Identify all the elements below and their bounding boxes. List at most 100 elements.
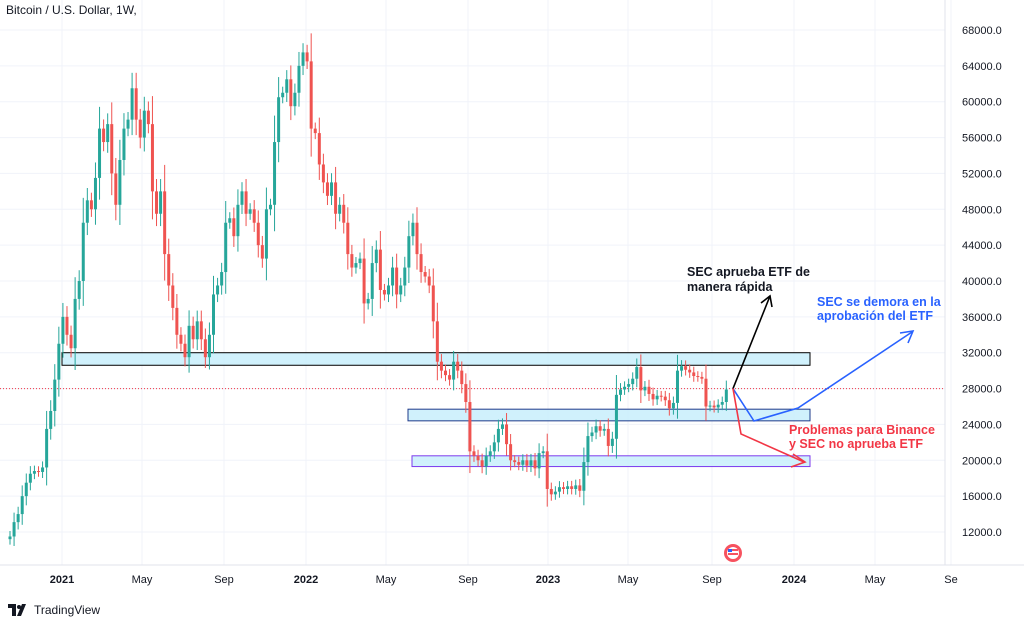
x-tick-label: 2022 (294, 574, 318, 586)
x-axis[interactable]: 2021 May Sep 2022 May Sep 2023 May Sep 2024 May Se (50, 574, 958, 586)
candle-body (216, 285, 220, 295)
candle-body (65, 316, 69, 335)
candle-body (680, 366, 684, 371)
x-tick-label: May (132, 574, 153, 586)
candle-body (8, 536, 12, 540)
candle-body (439, 361, 443, 371)
candle-body (309, 61, 313, 129)
annotation-red-line2: y SEC no aprueba ETF (789, 437, 923, 451)
candle-body (118, 159, 122, 205)
y-tick-label: 60000.0 (962, 97, 1002, 109)
candle-body (472, 451, 476, 456)
candle-body (484, 455, 488, 467)
candle-body (623, 386, 627, 390)
candle-body (513, 460, 517, 463)
candle-body (362, 258, 366, 304)
candle-body (28, 473, 32, 483)
candle-body (443, 370, 447, 376)
candle-body (244, 191, 248, 214)
candle-body (619, 389, 622, 395)
candle-body (399, 285, 403, 295)
candle-body (671, 402, 675, 409)
candle-body (378, 249, 382, 290)
y-tick-label: 68000.0 (962, 25, 1002, 37)
flag-icon[interactable] (724, 544, 742, 562)
candle-body (110, 124, 114, 174)
candle-body (358, 258, 362, 264)
candle-body (16, 514, 20, 523)
candle-body (203, 339, 207, 358)
arrow-red-head (790, 453, 807, 468)
candle-body (724, 389, 728, 403)
candle-body (321, 164, 325, 183)
candle-body (684, 366, 688, 370)
candle-body (334, 182, 338, 214)
candle-body (659, 395, 663, 397)
candle-body (391, 267, 395, 286)
candle-body (179, 334, 183, 344)
candle-body (293, 92, 297, 107)
candle-body (452, 361, 456, 380)
candle-body (667, 400, 671, 409)
candle-body (553, 491, 557, 495)
candle-body (191, 325, 195, 340)
tradingview-logo[interactable]: TradingView (8, 603, 100, 617)
candle-body (297, 65, 301, 93)
candle-body (256, 222, 260, 246)
candle-body (212, 294, 215, 335)
candle-body (248, 209, 252, 214)
candlestick-series (8, 33, 728, 546)
candle-body (289, 79, 293, 107)
candle-body (700, 376, 704, 379)
candle-body (594, 426, 598, 433)
candle-body (635, 367, 639, 379)
candle-body (639, 367, 643, 391)
candle-body (260, 245, 264, 259)
candle-body (330, 182, 334, 196)
candle-body (12, 522, 16, 537)
candle-body (541, 451, 545, 454)
candle-body (505, 424, 509, 445)
candle-body (122, 128, 126, 160)
y-tick-label: 24000.0 (962, 419, 1002, 431)
candle-body (423, 272, 427, 277)
y-tick-label: 16000.0 (962, 491, 1002, 503)
candle-body (468, 402, 472, 452)
candle-body (24, 482, 28, 497)
candle-body (36, 471, 40, 473)
candle-body (207, 334, 211, 358)
annotation-blue-line1: SEC se demora en la (817, 295, 942, 309)
candle-body (529, 460, 533, 466)
candle-body (500, 424, 504, 429)
candle-body (574, 485, 578, 489)
candle-body (301, 52, 305, 66)
arrow-blue-line (732, 331, 913, 422)
candle-body (411, 222, 415, 237)
candle-body (708, 405, 712, 407)
candle-body (651, 393, 655, 400)
y-tick-label: 32000.0 (962, 348, 1002, 360)
x-tick-label: Sep (458, 574, 478, 586)
candle-body (545, 451, 549, 489)
candle-body (431, 285, 435, 322)
zone-rect (407, 408, 811, 422)
y-axis[interactable]: 68000.0 64000.0 60000.0 56000.0 52000.0 48000… (0, 0, 1024, 566)
candle-body (85, 200, 89, 223)
candle-body (675, 370, 679, 403)
candle-body (590, 432, 594, 437)
candle-body (285, 79, 289, 93)
candle-body (57, 343, 61, 380)
candle-body (586, 436, 590, 463)
candle-body (138, 119, 142, 138)
candle-body (159, 191, 163, 214)
y-tick-label: 12000.0 (962, 527, 1002, 539)
annotation-black-line2: manera rápida (687, 280, 774, 294)
candle-body (614, 394, 618, 439)
candle-body (435, 321, 439, 362)
candle-body (93, 177, 97, 210)
candle-body (509, 444, 513, 461)
candle-body (32, 471, 36, 474)
candle-body (175, 307, 179, 335)
candle-body (655, 395, 659, 400)
